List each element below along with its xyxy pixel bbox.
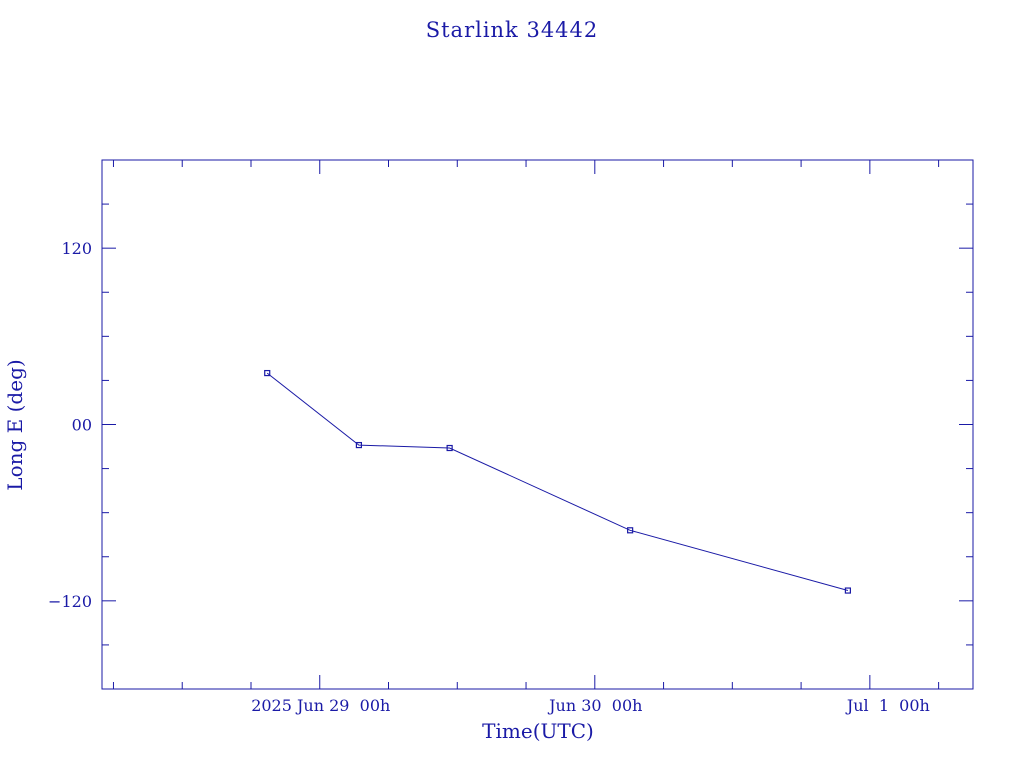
y-axis-ticks: [102, 203, 973, 646]
y-tick-label: 00: [72, 416, 92, 435]
data-point: [446, 444, 453, 452]
x-tick-label: 2025 Jun 29 00h: [251, 696, 390, 715]
y-axis-label: Long E (deg): [3, 359, 27, 490]
data-point: [355, 441, 363, 449]
plot-frame: [101, 159, 974, 690]
y-axis-tick-labels: −120 00 120: [48, 239, 92, 611]
chart-title: Starlink 34442: [426, 18, 599, 42]
data-point: [844, 587, 851, 594]
x-tick-label: Jul 1 00h: [845, 696, 930, 715]
data-point: [264, 369, 271, 377]
series-points: [264, 369, 851, 594]
data-point: [627, 527, 634, 534]
series-line: [266, 372, 849, 591]
y-tick-label: −120: [48, 592, 92, 611]
x-tick-label: Jun 30 00h: [547, 696, 642, 715]
x-axis-label: Time(UTC): [482, 719, 594, 743]
x-axis-tick-labels: 2025 Jun 29 00h Jun 30 00h Jul 1 00h: [251, 696, 930, 715]
y-tick-label: 120: [61, 239, 92, 258]
x-axis-ticks: [112, 160, 940, 689]
